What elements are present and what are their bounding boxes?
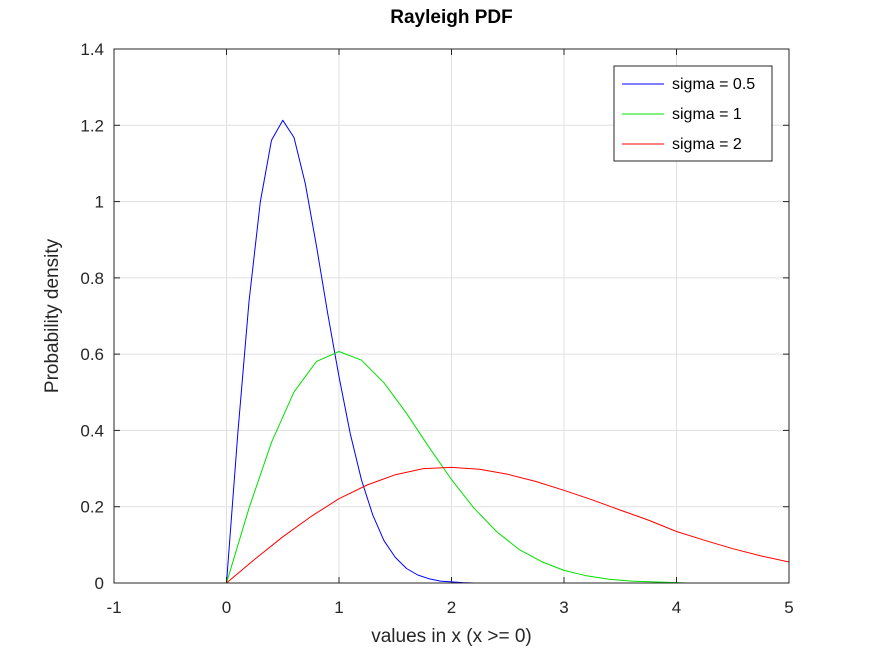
x-axis-title: values in x (x >= 0) <box>371 626 532 647</box>
y-tick-label: 0.4 <box>80 421 104 440</box>
x-tick-label: 5 <box>784 598 793 617</box>
chart-title: Rayleigh PDF <box>390 7 512 28</box>
x-tick-label: 0 <box>222 598 231 617</box>
y-tick-label: 1.4 <box>80 40 104 59</box>
axis-ticks <box>113 48 790 584</box>
legend-label-3: sigma = 2 <box>672 136 742 153</box>
x-tick-labels: -1 0 1 2 3 4 5 <box>106 598 793 617</box>
series-line-1 <box>114 119 475 584</box>
y-tick-label: 0.6 <box>80 345 104 364</box>
series-line-3 <box>114 466 790 584</box>
series-line-2 <box>114 351 688 584</box>
legend: sigma = 0.5 sigma = 1 sigma = 2 <box>613 65 773 162</box>
legend-label-2: sigma = 1 <box>672 106 742 123</box>
x-tick-label: 3 <box>559 598 568 617</box>
x-tick-label: 2 <box>447 598 456 617</box>
y-tick-label: 0 <box>95 574 104 593</box>
x-tick-label: 4 <box>672 598 681 617</box>
y-tick-label: 1 <box>95 193 104 212</box>
y-tick-label: 1.2 <box>80 116 104 135</box>
y-axis-title: Probability density <box>42 238 63 393</box>
x-tick-label: -1 <box>106 598 121 617</box>
series-lines <box>114 119 790 584</box>
x-tick-label: 1 <box>334 598 343 617</box>
legend-label-1: sigma = 0.5 <box>672 76 755 93</box>
y-tick-label: 0.2 <box>80 498 104 517</box>
y-tick-labels: 0 0.2 0.4 0.6 0.8 1 1.2 1.4 <box>80 40 104 593</box>
y-tick-label: 0.8 <box>80 269 104 288</box>
